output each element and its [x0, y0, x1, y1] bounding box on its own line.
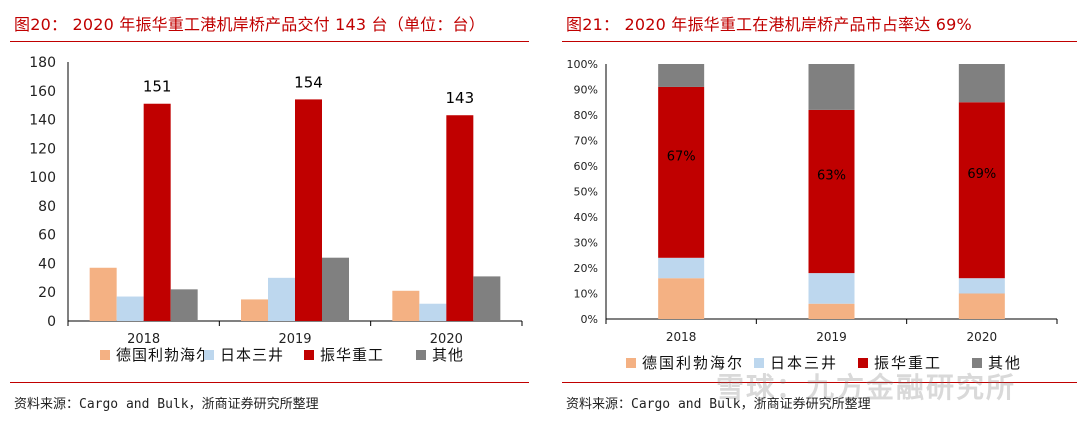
y-tick-label: 160 [29, 84, 56, 100]
stacked-bar-series-3-2019 [808, 64, 855, 110]
y-tick-label: 60 [38, 228, 56, 244]
right-figure-panel: 图21： 2020 年振华重工在港机岸桥产品市占率达 69% 0% 10% 20% 3… [552, 0, 1083, 422]
stacked-bar-series-0-2018 [658, 278, 705, 319]
y-tick-label: 100 [29, 170, 56, 186]
bar-series-3-2018 [170, 289, 198, 321]
x-tick-label: 2020 [967, 330, 998, 344]
stacked-bar-series-0-2020 [958, 293, 1005, 319]
legend-swatch [858, 358, 868, 368]
y-tick-label: 10% [574, 288, 598, 301]
data-label: 151 [143, 78, 172, 96]
legend-label: 振华重工 [874, 354, 942, 372]
left-figure-title: 图20： 2020 年振华重工港机岸桥产品交付 143 台（单位：台） [14, 15, 485, 34]
y-tick-label: 50% [574, 186, 598, 199]
right-stacked-bar-chart: 0% 10% 20% 30% 40% 50% 60% 70% 80% 90% 100% 67% 2018… [567, 58, 1058, 372]
y-tick-label: 20% [574, 262, 598, 275]
left-figure-panel: 图20： 2020 年振华重工港机岸桥产品交付 143 台（单位：台） 0 20 4… [0, 0, 535, 422]
y-tick-label: 0 [47, 314, 56, 330]
stacked-bar-series-3-2018 [658, 64, 705, 87]
stacked-bar-series-1-2020 [958, 278, 1005, 294]
y-tick-label: 180 [29, 55, 56, 71]
data-label: 69% [967, 167, 996, 182]
right-source-note: 资料来源：Cargo and Bulk，浙商证券研究所整理 [566, 397, 871, 412]
data-label: 63% [817, 169, 846, 184]
right-title-rule [562, 41, 1077, 42]
y-tick-label: 70% [574, 135, 598, 148]
legend-swatch [972, 358, 982, 368]
bar-series-0-2018 [89, 267, 117, 321]
bar-series-0-2020 [392, 290, 420, 321]
legend-swatch [100, 350, 110, 360]
left-source-note: 资料来源：Cargo and Bulk，浙商证券研究所整理 [14, 397, 319, 412]
legend-label: 日本三井 [770, 354, 838, 372]
bar-series-3-2020 [473, 276, 501, 321]
stacked-bar-series-0-2019 [808, 303, 855, 319]
bar-series-2-2019 [295, 99, 322, 322]
x-tick-label: 2018 [666, 330, 697, 344]
data-label: 143 [446, 89, 475, 107]
right-figure-title: 图21： 2020 年振华重工在港机岸桥产品市占率达 69% [566, 15, 972, 34]
y-tick-label: 140 [29, 113, 56, 129]
legend-swatch [304, 350, 314, 360]
legend-label: 振华重工 [320, 346, 384, 364]
stacked-bar-series-3-2020 [958, 64, 1005, 103]
legend-label: 德国利勃海尔 [116, 346, 212, 364]
bar-series-1-2019 [268, 277, 295, 321]
legend-swatch [626, 358, 636, 368]
stacked-bar-series-2-2020 [958, 102, 1005, 279]
y-tick-label: 80 [38, 199, 56, 215]
y-tick-label: 30% [574, 237, 598, 250]
bar-series-2-2018 [143, 103, 171, 321]
x-tick-label: 2019 [816, 330, 847, 344]
legend-label: 其他 [432, 346, 464, 364]
data-label: 154 [294, 73, 323, 91]
legend-label: 日本三井 [220, 346, 284, 364]
legend-swatch [416, 350, 426, 360]
left-bar-chart: 0 20 40 60 80 100 120 140 160 180 151 2018 154 2019 14… [29, 55, 523, 364]
y-tick-label: 40% [574, 211, 598, 224]
x-tick-label: 2020 [430, 332, 463, 347]
y-tick-label: 80% [574, 109, 598, 122]
stacked-bar-series-1-2018 [658, 257, 705, 279]
stacked-bar-series-2-2019 [808, 109, 855, 274]
y-tick-label: 120 [29, 141, 56, 157]
bar-series-1-2018 [116, 296, 144, 321]
data-label: 67% [667, 149, 696, 164]
y-tick-label: 20 [38, 285, 56, 301]
legend-label: 其他 [988, 354, 1022, 372]
bar-series-2-2020 [446, 115, 474, 321]
left-title-rule [10, 41, 529, 42]
legend-swatch [204, 350, 214, 360]
left-source-rule [10, 382, 529, 383]
legend-label: 德国利勃海尔 [642, 354, 744, 372]
x-tick-label: 2018 [127, 332, 160, 347]
legend-swatch [754, 358, 764, 368]
right-source-rule [562, 382, 1077, 383]
bar-series-1-2020 [419, 303, 447, 321]
y-tick-label: 40 [38, 256, 56, 272]
stacked-bar-series-2-2018 [658, 86, 705, 258]
x-tick-label: 2019 [278, 332, 311, 347]
bar-series-3-2019 [322, 257, 349, 321]
y-tick-label: 0% [581, 313, 598, 326]
y-tick-label: 60% [574, 160, 598, 173]
bar-series-0-2019 [241, 299, 268, 321]
stacked-bar-series-1-2019 [808, 273, 855, 304]
y-tick-label: 90% [574, 84, 598, 97]
y-tick-label: 100% [567, 58, 598, 71]
